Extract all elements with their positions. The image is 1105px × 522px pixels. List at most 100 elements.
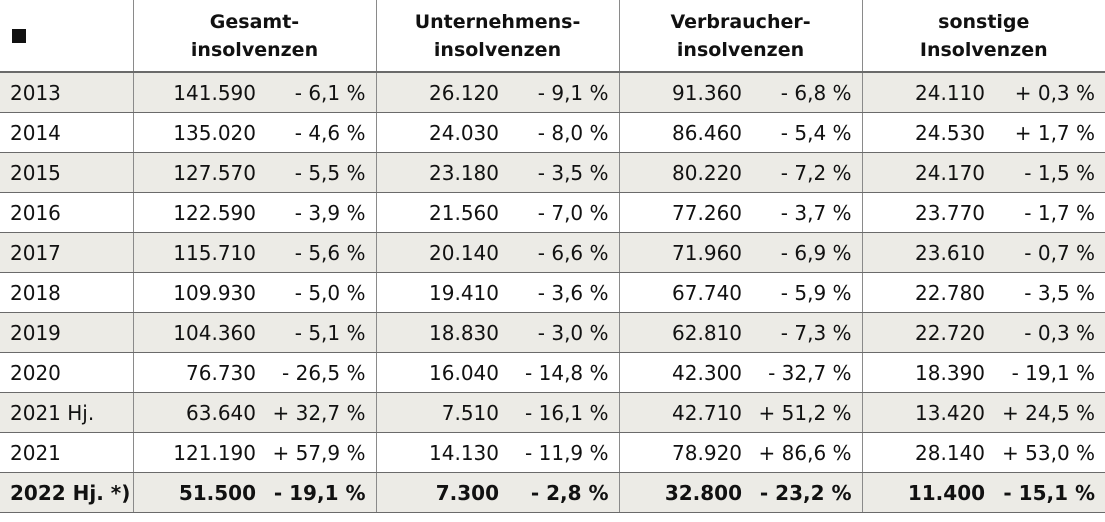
change-percent-cell: - 5,6 % (264, 232, 377, 273)
row-year: 2015 (0, 152, 134, 193)
count-cell: 71.960 (619, 232, 751, 273)
change-percent-cell: - 26,5 % (264, 352, 377, 393)
row-year: 2021 Hj. (0, 392, 134, 433)
count-cell: 24.110 (862, 72, 994, 113)
change-percent-cell: - 7,3 % (750, 312, 863, 353)
change-percent-cell: - 5,1 % (264, 312, 377, 353)
table-row: 2014 135.020- 4,6 % 24.030- 8,0 % 86.460- 5… (0, 112, 1105, 153)
count-cell: 11.400 (862, 472, 994, 513)
count-cell: 135.020 (133, 112, 264, 153)
row-year: 2018 (0, 272, 134, 313)
change-percent-cell: + 51,2 % (750, 392, 863, 433)
count-cell: 24.030 (376, 112, 507, 153)
change-percent-cell: - 19,1 % (993, 352, 1105, 393)
change-percent-cell: - 1,7 % (993, 192, 1105, 233)
count-cell: 62.810 (619, 312, 751, 353)
change-percent-cell: - 15,1 % (993, 472, 1105, 513)
change-percent-cell: - 5,9 % (750, 272, 863, 313)
count-cell: 127.570 (133, 152, 264, 193)
count-cell: 16.040 (376, 352, 507, 393)
count-cell: 13.420 (862, 392, 994, 433)
count-cell: 7.300 (376, 472, 507, 513)
change-percent-cell: - 0,7 % (993, 232, 1105, 273)
row-year: 2020 (0, 352, 134, 393)
count-cell: 141.590 (133, 72, 264, 113)
change-percent-cell: - 32,7 % (750, 352, 863, 393)
row-year: 2019 (0, 312, 134, 353)
count-cell: 21.560 (376, 192, 507, 233)
change-percent-cell: - 8,0 % (507, 112, 620, 153)
change-percent-cell: - 3,7 % (750, 192, 863, 233)
change-percent-cell: - 0,3 % (993, 312, 1105, 353)
count-cell: 115.710 (133, 232, 264, 273)
change-percent-cell: + 57,9 % (264, 432, 377, 473)
header-consumer-insolvencies: Verbraucher- insolvenzen (618, 0, 863, 72)
table-row: 2016 122.590- 3,9 % 21.560- 7,0 % 77.260- 3… (0, 192, 1105, 233)
table-row: 2022 Hj. *) 51.500- 19,1 % 7.300- 2,8 % 32.… (0, 472, 1105, 513)
change-percent-cell: + 53,0 % (993, 432, 1105, 473)
count-cell: 122.590 (133, 192, 264, 233)
count-cell: 42.710 (619, 392, 751, 433)
count-cell: 32.800 (619, 472, 751, 513)
change-percent-cell: - 11,9 % (507, 432, 620, 473)
count-cell: 86.460 (619, 112, 751, 153)
table-row: 2021 Hj. 63.640 + 32,7 % 7.510- 16,1 % 42.71… (0, 392, 1105, 433)
table-row: 2019 104.360- 5,1 % 18.830- 3,0 % 62.810- 7… (0, 312, 1105, 353)
change-percent-cell: - 7,0 % (507, 192, 620, 233)
change-percent-cell: - 6,6 % (507, 232, 620, 273)
change-percent-cell: - 6,1 % (264, 72, 377, 113)
header-other-insolvencies: sonstige Insolvenzen (861, 0, 1105, 72)
count-cell: 22.780 (862, 272, 994, 313)
count-cell: 7.510 (376, 392, 507, 433)
count-cell: 104.360 (133, 312, 264, 353)
count-cell: 19.410 (376, 272, 507, 313)
count-cell: 14.130 (376, 432, 507, 473)
change-percent-cell: - 7,2 % (750, 152, 863, 193)
header-total-insolvencies: Gesamt- insolvenzen (132, 0, 376, 72)
count-cell: 51.500 (133, 472, 264, 513)
row-year: 2017 (0, 232, 134, 273)
header-corner (0, 0, 133, 73)
count-cell: 109.930 (133, 272, 264, 313)
row-year: 2021 (0, 432, 134, 473)
count-cell: 20.140 (376, 232, 507, 273)
change-percent-cell: - 3,9 % (264, 192, 377, 233)
count-cell: 63.640 (133, 392, 264, 433)
change-percent-cell: - 1,5 % (993, 152, 1105, 193)
count-cell: 80.220 (619, 152, 751, 193)
change-percent-cell: - 3,0 % (507, 312, 620, 353)
change-percent-cell: - 4,6 % (264, 112, 377, 153)
change-percent-cell: - 5,5 % (264, 152, 377, 193)
black-square-icon (12, 29, 26, 43)
header-row: Gesamt- insolvenzen Unternehmens- insolv… (0, 0, 1105, 73)
change-percent-cell: - 9,1 % (507, 72, 620, 113)
change-percent-cell: - 6,9 % (750, 232, 863, 273)
count-cell: 76.730 (133, 352, 264, 393)
count-cell: 26.120 (376, 72, 507, 113)
count-cell: 121.190 (133, 432, 264, 473)
change-percent-cell: - 14,8 % (507, 352, 620, 393)
count-cell: 42.300 (619, 352, 751, 393)
change-percent-cell: + 1,7 % (993, 112, 1105, 153)
change-percent-cell: - 5,0 % (264, 272, 377, 313)
change-percent-cell: - 2,8 % (507, 472, 620, 513)
table-row: 2017 115.710- 5,6 % 20.140- 6,6 % 71.960- 6… (0, 232, 1105, 273)
table-row: 2015 127.570- 5,5 % 23.180- 3,5 % 80.220- 7… (0, 152, 1105, 193)
count-cell: 23.770 (862, 192, 994, 233)
change-percent-cell: - 23,2 % (750, 472, 863, 513)
count-cell: 23.180 (376, 152, 507, 193)
count-cell: 18.390 (862, 352, 994, 393)
change-percent-cell: - 6,8 % (750, 72, 863, 113)
count-cell: 23.610 (862, 232, 994, 273)
table-row: 2018 109.930- 5,0 % 19.410- 3,6 % 67.740- 5… (0, 272, 1105, 313)
row-year: 2022 Hj. *) (0, 472, 134, 513)
change-percent-cell: - 3,5 % (993, 272, 1105, 313)
count-cell: 28.140 (862, 432, 994, 473)
count-cell: 18.830 (376, 312, 507, 353)
count-cell: 24.170 (862, 152, 994, 193)
count-cell: 78.920 (619, 432, 751, 473)
change-percent-cell: + 32,7 % (264, 392, 377, 433)
count-cell: 77.260 (619, 192, 751, 233)
row-year: 2013 (0, 72, 134, 113)
